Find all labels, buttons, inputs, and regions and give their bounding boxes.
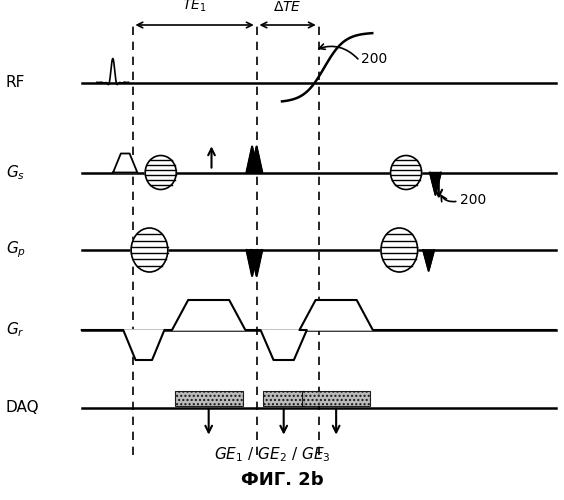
Polygon shape [423,250,434,271]
Text: DAQ: DAQ [6,400,39,415]
Text: $G_s$: $G_s$ [6,163,25,182]
Polygon shape [430,172,441,195]
Polygon shape [251,146,262,172]
Polygon shape [391,156,421,190]
Text: $\Delta TE$: $\Delta TE$ [274,0,302,14]
FancyBboxPatch shape [175,390,243,406]
FancyBboxPatch shape [263,390,304,406]
Text: $G_p$: $G_p$ [6,240,26,260]
Polygon shape [251,250,262,276]
Polygon shape [82,300,556,360]
Polygon shape [246,250,258,276]
Polygon shape [131,228,168,272]
Polygon shape [381,228,417,272]
Text: ФИГ. 2b: ФИГ. 2b [241,471,323,489]
Text: 200: 200 [361,52,387,66]
Text: $GE_1\ /\ GE_2\ /\ GE_3$: $GE_1\ /\ GE_2\ /\ GE_3$ [214,445,331,464]
Polygon shape [146,156,176,190]
Text: 200: 200 [460,193,486,207]
Polygon shape [246,146,258,172]
Text: $G_r$: $G_r$ [6,320,24,340]
Text: $TE_1$: $TE_1$ [182,0,207,14]
Text: RF: RF [6,75,25,90]
FancyBboxPatch shape [302,390,370,406]
Polygon shape [113,154,138,172]
